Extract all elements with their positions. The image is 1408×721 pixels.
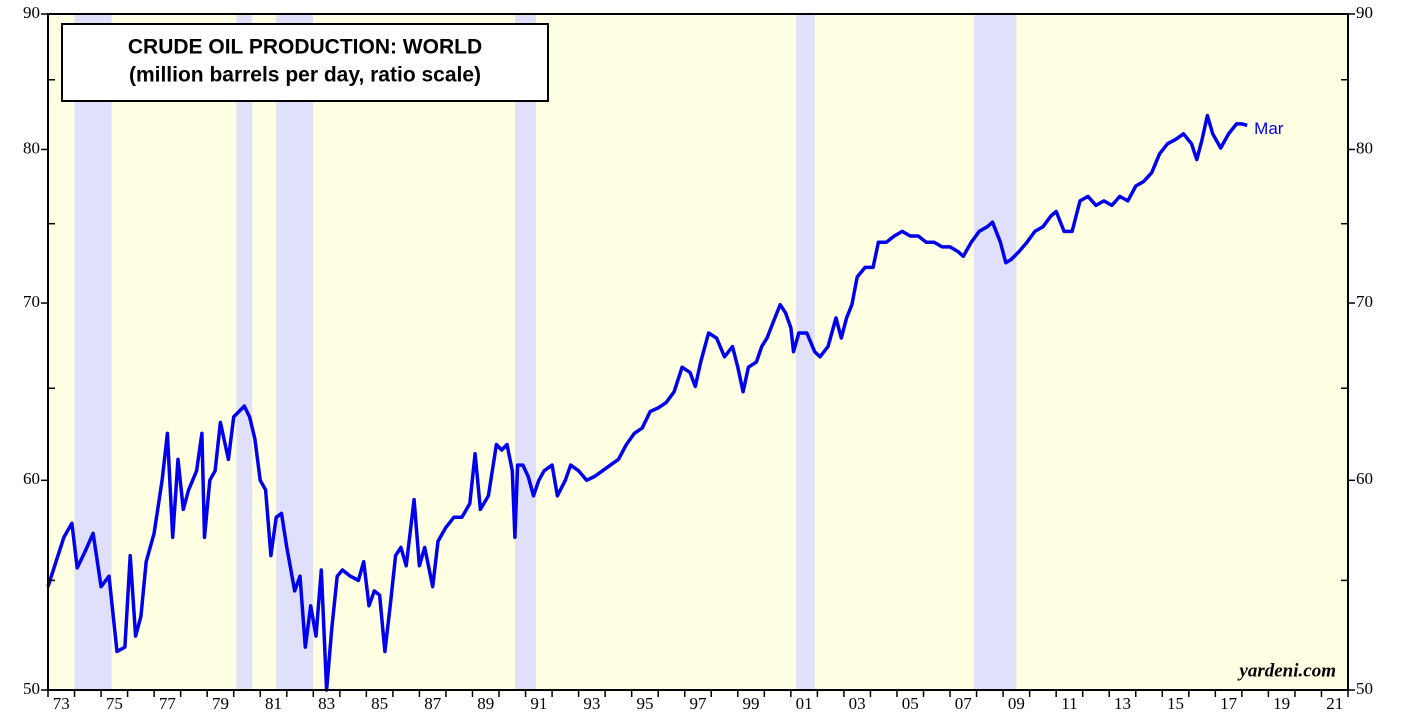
y-tick-label: 70 — [23, 292, 40, 311]
y2-tick-label: 90 — [1356, 3, 1373, 22]
plot-background — [48, 14, 1348, 690]
x-tick-label: 17 — [1220, 694, 1238, 713]
x-tick-label: 89 — [477, 694, 494, 713]
y-tick-label: 80 — [23, 138, 40, 157]
x-tick-label: 09 — [1008, 694, 1025, 713]
data-line — [46, 113, 1248, 692]
x-tick-label: 21 — [1326, 694, 1343, 713]
recession-band — [973, 14, 1017, 690]
recession-band — [276, 14, 314, 690]
x-tick-label: 99 — [743, 694, 760, 713]
chart-title: CRUDE OIL PRODUCTION: WORLD — [128, 36, 482, 59]
recession-band — [796, 14, 815, 690]
source-label: yardeni.com — [1237, 660, 1336, 681]
x-tick-label: 03 — [849, 694, 866, 713]
x-tick-label: 07 — [955, 694, 973, 713]
chart-subtitle: (million barrels per day, ratio scale) — [129, 64, 481, 87]
x-tick-label: 97 — [690, 694, 708, 713]
y2-tick-label: 80 — [1356, 138, 1373, 157]
recession-band — [514, 14, 537, 690]
title-box — [61, 23, 549, 102]
y2-tick-label: 70 — [1356, 292, 1373, 311]
x-tick-label: 83 — [318, 694, 335, 713]
x-tick-label: 15 — [1167, 694, 1184, 713]
x-tick-label: 19 — [1273, 694, 1290, 713]
x-tick-label: 75 — [106, 694, 123, 713]
x-tick-label: 79 — [212, 694, 229, 713]
x-tick-label: 11 — [1061, 694, 1077, 713]
x-tick-label: 77 — [159, 694, 177, 713]
x-tick-label: 87 — [424, 694, 442, 713]
x-tick-label: 05 — [902, 694, 919, 713]
x-tick-label: 13 — [1114, 694, 1131, 713]
recession-band — [236, 14, 253, 690]
y-tick-label: 60 — [23, 469, 40, 488]
x-tick-label: 81 — [265, 694, 282, 713]
x-tick-label: 85 — [371, 694, 388, 713]
y2-tick-label: 60 — [1356, 469, 1373, 488]
x-tick-label: 95 — [636, 694, 653, 713]
plot-frame — [47, 13, 1349, 691]
y-tick-label: 50 — [23, 679, 40, 698]
y2-tick-label: 50 — [1356, 679, 1373, 698]
end-annotation: Mar — [1254, 119, 1284, 138]
x-tick-label: 01 — [796, 694, 813, 713]
recession-band — [74, 14, 112, 690]
x-tick-label: 73 — [53, 694, 70, 713]
y-tick-label: 90 — [23, 3, 40, 22]
x-tick-label: 91 — [530, 694, 547, 713]
x-tick-label: 93 — [583, 694, 600, 713]
